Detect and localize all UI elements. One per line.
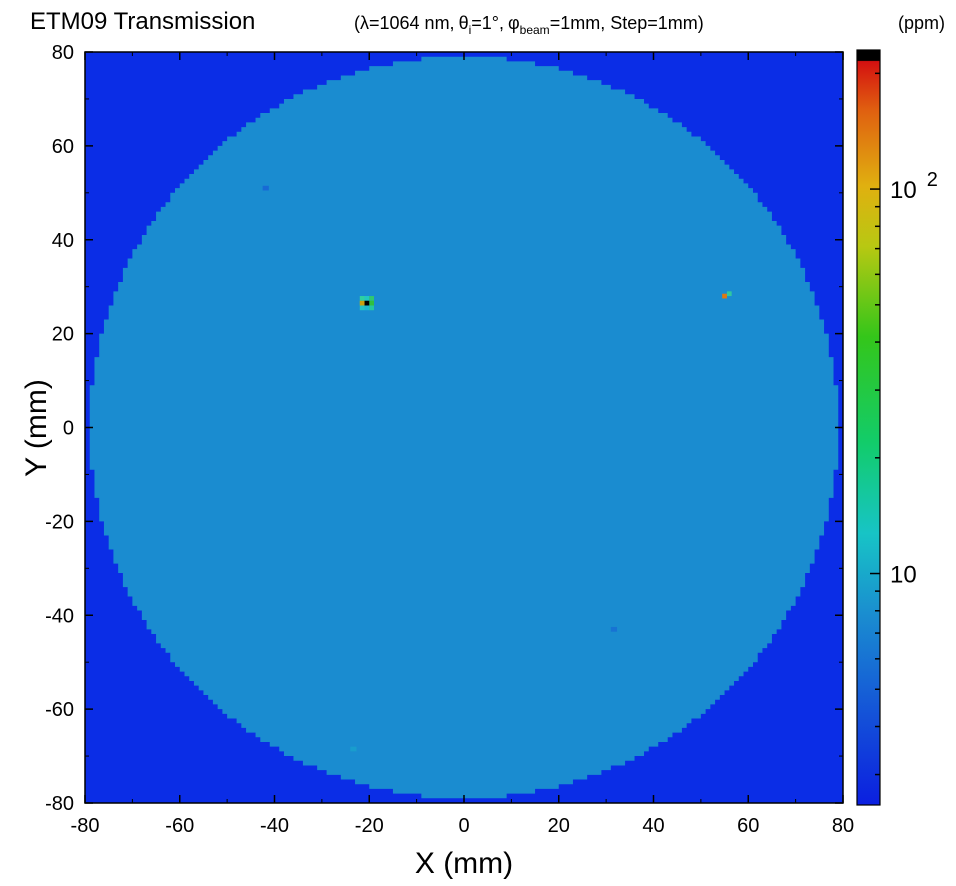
subtitle-open: ( bbox=[354, 13, 360, 33]
x-tick-label: 60 bbox=[737, 815, 759, 837]
x-tick-label: -60 bbox=[165, 815, 194, 837]
x-tick-label: 20 bbox=[548, 815, 570, 837]
colorbar-ticks bbox=[870, 72, 880, 776]
x-axis-label: X (mm) bbox=[415, 847, 513, 880]
y-tick-label: 20 bbox=[52, 324, 74, 346]
hotspot-halo-cell bbox=[364, 296, 370, 301]
hotspot-halo-cell bbox=[359, 296, 365, 301]
x-axis: -80 -60 -40 -20 0 20 40 60 80 bbox=[71, 52, 854, 837]
x-tick-label: 80 bbox=[832, 815, 854, 837]
y-tick-label: -80 bbox=[45, 793, 74, 815]
hotspot-core-cell bbox=[350, 746, 357, 752]
hotspot-halo-cell bbox=[364, 305, 370, 311]
hotspot-4 bbox=[610, 626, 618, 632]
subtitle-theta-sub: i bbox=[469, 23, 472, 37]
x-tick-label: -20 bbox=[355, 815, 384, 837]
colorbar-label: 10 2 bbox=[890, 169, 938, 204]
hotspot-1 bbox=[359, 296, 374, 311]
y-axis-label: Y (mm) bbox=[20, 379, 53, 477]
hotspot-core-cell bbox=[262, 185, 269, 191]
hotspot-halo-cell bbox=[369, 305, 374, 311]
colorbar-unit-label: (ppm) bbox=[898, 13, 945, 33]
hotspot-side-cell bbox=[359, 300, 365, 306]
y-tick-label: 0 bbox=[63, 418, 74, 440]
optic-disk bbox=[89, 56, 839, 799]
x-tick-label: 0 bbox=[458, 815, 469, 837]
subtitle-phi-sub: beam bbox=[520, 23, 550, 37]
hotspot-halo-cell bbox=[726, 291, 732, 297]
hotspot-halo-cell bbox=[369, 296, 374, 301]
hotspot-3 bbox=[350, 746, 357, 752]
y-tick-label: 40 bbox=[52, 230, 74, 252]
hotspot-layer bbox=[262, 185, 732, 752]
subtitle-theta: θ bbox=[459, 13, 469, 33]
hotspot-2 bbox=[722, 291, 732, 299]
y-tick-label: 80 bbox=[52, 42, 74, 64]
hotspot-core-cell bbox=[610, 626, 618, 632]
colorbar-label: 10 bbox=[890, 562, 917, 589]
hotspot-core-cell bbox=[364, 300, 370, 306]
y-tick-label: 60 bbox=[52, 136, 74, 158]
x-tick-label: -40 bbox=[260, 815, 289, 837]
hotspot-5 bbox=[262, 185, 269, 191]
optic-disk-layer bbox=[89, 56, 839, 799]
chart-title-group: ETM09 Transmission (λ=1064 nm, θi=1°, φbea… bbox=[30, 8, 704, 37]
y-tick-label: -20 bbox=[45, 511, 74, 533]
subtitle-lambda: λ=1064 nm, bbox=[360, 13, 455, 33]
heatmap-plot-area bbox=[85, 52, 843, 803]
colorbar-gradient bbox=[856, 49, 881, 806]
y-axis: 80 60 40 20 0 -20 -40 -60 -80 bbox=[45, 42, 843, 815]
hotspot-halo-cell bbox=[369, 300, 374, 306]
x-tick-label: 40 bbox=[642, 815, 664, 837]
colorbar-labels: 10 10 2 bbox=[890, 169, 938, 588]
y-tick-label: -40 bbox=[45, 605, 74, 627]
subtitle-theta-rest: =1°, bbox=[471, 13, 504, 33]
y-tick-label: -60 bbox=[45, 699, 74, 721]
chart-subtitle: (λ=1064 nm, θi=1°, φbeam=1mm, Step=1mm) bbox=[354, 13, 704, 37]
subtitle-phi-rest: =1mm, Step=1mm) bbox=[550, 13, 704, 33]
hotspot-halo-cell bbox=[359, 305, 365, 311]
subtitle-phi: φ bbox=[508, 13, 520, 33]
colorbar: 10 10 2 bbox=[856, 49, 938, 806]
hotspot-core-cell bbox=[722, 293, 727, 299]
chart-title: ETM09 Transmission bbox=[30, 8, 255, 35]
x-tick-label: -80 bbox=[71, 815, 100, 837]
